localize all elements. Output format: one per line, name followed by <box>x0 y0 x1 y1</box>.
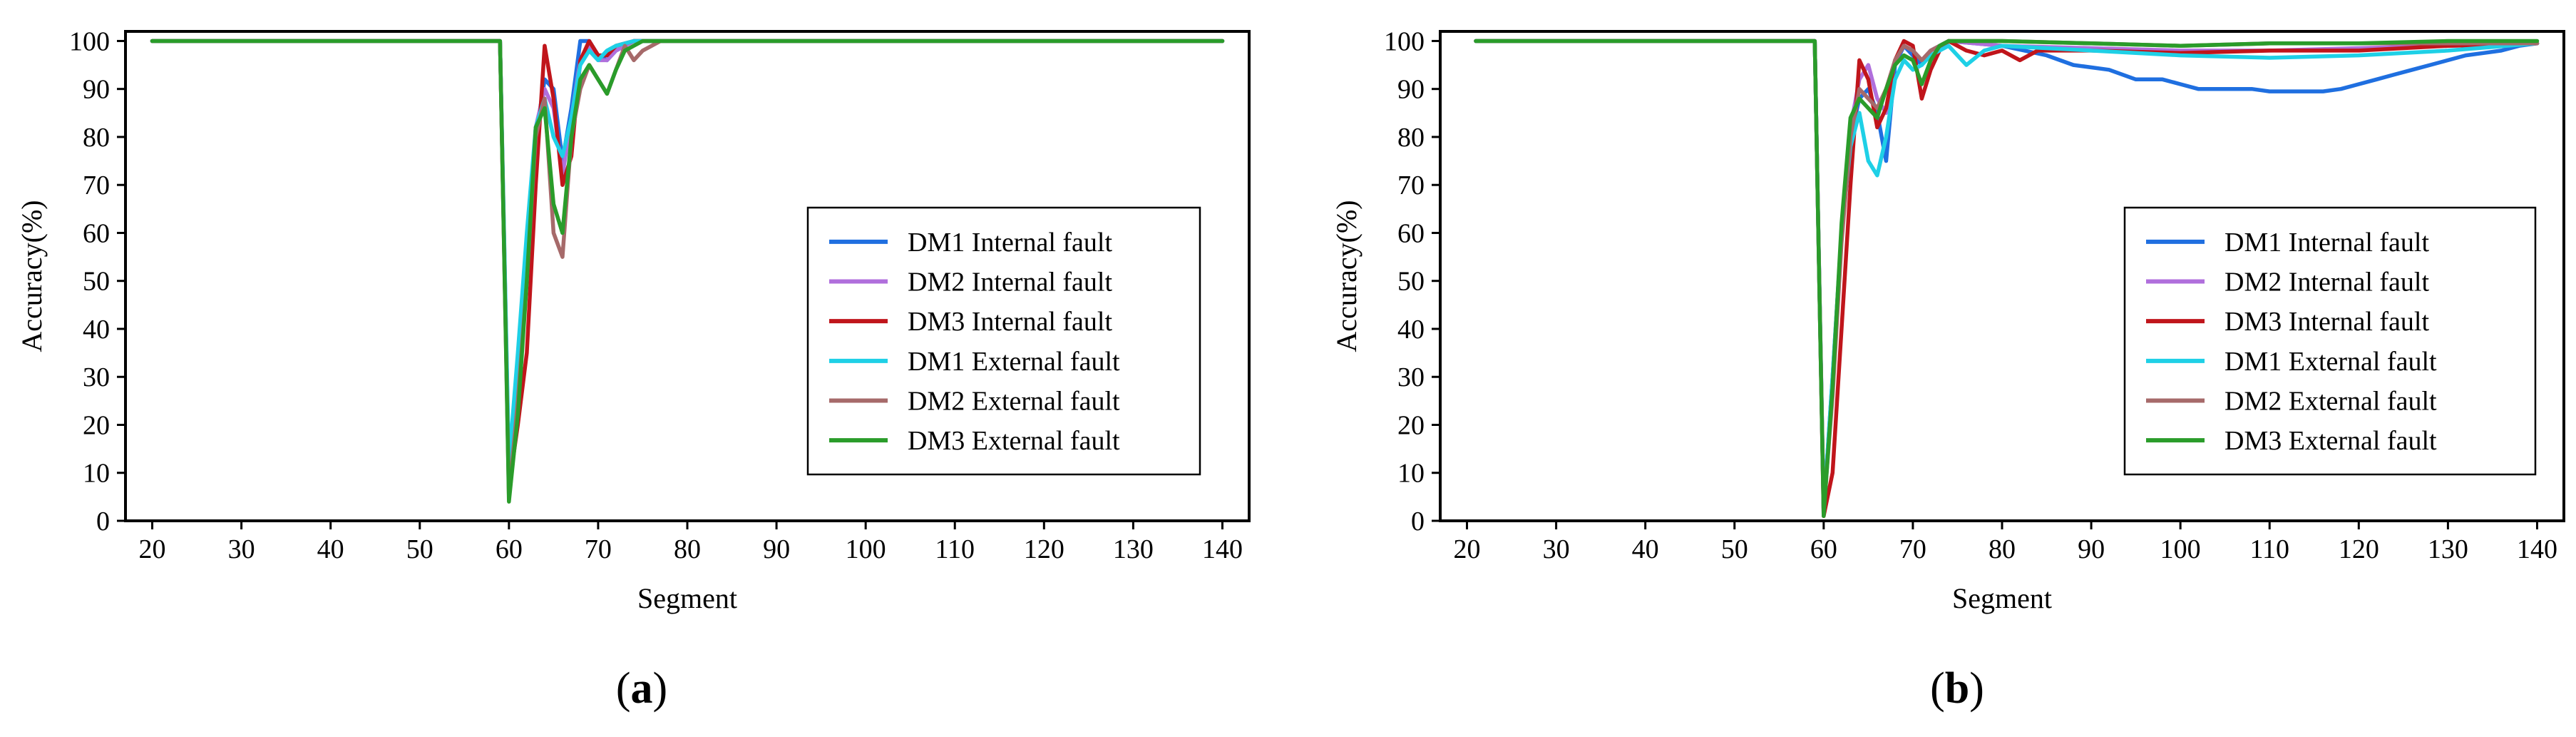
y-tick-label: 70 <box>1397 171 1425 200</box>
x-tick-label: 20 <box>139 534 166 564</box>
x-tick-label: 30 <box>228 534 255 564</box>
x-tick-label: 140 <box>2517 534 2557 564</box>
y-tick-label: 10 <box>83 459 110 489</box>
y-tick-label: 90 <box>1397 75 1425 105</box>
x-tick-label: 120 <box>2339 534 2379 564</box>
series-line-6 <box>150 39 1225 504</box>
y-tick-label: 20 <box>83 410 110 440</box>
x-tick-label: 70 <box>1899 534 1926 564</box>
panel-label-close: ) <box>1969 664 1984 713</box>
legend-label-6: DM3 External fault <box>908 426 1120 456</box>
x-tick-label: 110 <box>2249 534 2289 564</box>
x-tick-label: 130 <box>1113 534 1154 564</box>
legend-label-1: DM1 Internal fault <box>2225 228 2429 258</box>
y-tick-label: 20 <box>1397 410 1425 440</box>
x-tick-label: 80 <box>674 534 701 564</box>
panel-label-close: ) <box>653 664 668 713</box>
x-tick-label: 130 <box>2428 534 2468 564</box>
legend-label-4: DM1 External fault <box>908 347 1120 377</box>
y-tick-label: 90 <box>83 75 110 105</box>
y-tick-label: 0 <box>96 507 110 537</box>
x-tick-label: 140 <box>1202 534 1243 564</box>
legend-label-5: DM2 External fault <box>2225 387 2437 417</box>
x-tick-label: 80 <box>1989 534 2016 564</box>
y-tick-label: 100 <box>1384 26 1425 56</box>
y-tick-label: 30 <box>83 362 110 392</box>
series-line-4 <box>150 39 1225 466</box>
legend-label-3: DM3 Internal fault <box>2225 307 2429 337</box>
legend-label-5: DM2 External fault <box>908 387 1120 417</box>
y-axis-title: Accuracy(%) <box>1330 200 1363 352</box>
y-tick-label: 0 <box>1411 507 1425 537</box>
panel-label-letter: a <box>631 664 653 713</box>
x-tick-label: 120 <box>1024 534 1064 564</box>
x-tick-label: 90 <box>2078 534 2105 564</box>
panel-label-open: ( <box>1930 664 1945 713</box>
y-tick-label: 60 <box>83 218 110 248</box>
y-axis-title: Accuracy(%) <box>16 200 48 352</box>
legend-label-2: DM2 Internal fault <box>2225 268 2429 298</box>
x-tick-label: 50 <box>406 534 433 564</box>
legend-label-3: DM3 Internal fault <box>908 307 1112 337</box>
x-tick-label: 100 <box>2160 534 2201 564</box>
legend-label-6: DM3 External fault <box>2225 426 2437 456</box>
panel-label: (a) <box>616 664 667 713</box>
y-tick-label: 50 <box>1397 267 1425 297</box>
x-tick-label: 20 <box>1454 534 1481 564</box>
x-axis-title: Segment <box>637 582 737 614</box>
y-tick-label: 30 <box>1397 362 1425 392</box>
panel-label: (b) <box>1930 664 1984 713</box>
legend-box <box>806 206 1201 476</box>
x-tick-label: 40 <box>1632 534 1659 564</box>
legend-label-1: DM1 Internal fault <box>908 228 1112 258</box>
x-tick-label: 110 <box>935 534 975 564</box>
x-tick-label: 30 <box>1543 534 1570 564</box>
y-tick-label: 80 <box>83 123 110 153</box>
y-tick-label: 70 <box>83 171 110 200</box>
x-tick-label: 100 <box>846 534 886 564</box>
y-tick-label: 100 <box>69 26 110 56</box>
x-tick-label: 60 <box>496 534 523 564</box>
x-axis-title: Segment <box>1952 582 2052 614</box>
panel-label-letter: b <box>1945 664 1969 713</box>
y-tick-label: 40 <box>1397 315 1425 345</box>
y-tick-label: 50 <box>83 267 110 297</box>
chart-panel-a: 20 30 40 50 60 70 80 90 100 110 120 130 140 0 10 20 30 40… <box>16 26 1251 713</box>
panel-label-open: ( <box>616 664 631 713</box>
series-line-6 <box>1474 39 2540 519</box>
x-tick-label: 40 <box>317 534 344 564</box>
x-tick-label: 50 <box>1721 534 1748 564</box>
legend-label-4: DM1 External fault <box>2225 347 2437 377</box>
y-tick-label: 60 <box>1397 218 1425 248</box>
legend-box <box>2123 206 2537 476</box>
y-tick-label: 10 <box>1397 459 1425 489</box>
y-tick-label: 40 <box>83 315 110 345</box>
chart-panel-b: 20 30 40 50 60 70 80 90 100 110 120 130 140 0 10 20 30 40… <box>1330 26 2565 713</box>
x-tick-label: 60 <box>1810 534 1837 564</box>
x-tick-label: 70 <box>585 534 612 564</box>
x-tick-label: 90 <box>763 534 790 564</box>
legend-label-2: DM2 Internal fault <box>908 268 1112 298</box>
y-tick-label: 80 <box>1397 123 1425 153</box>
